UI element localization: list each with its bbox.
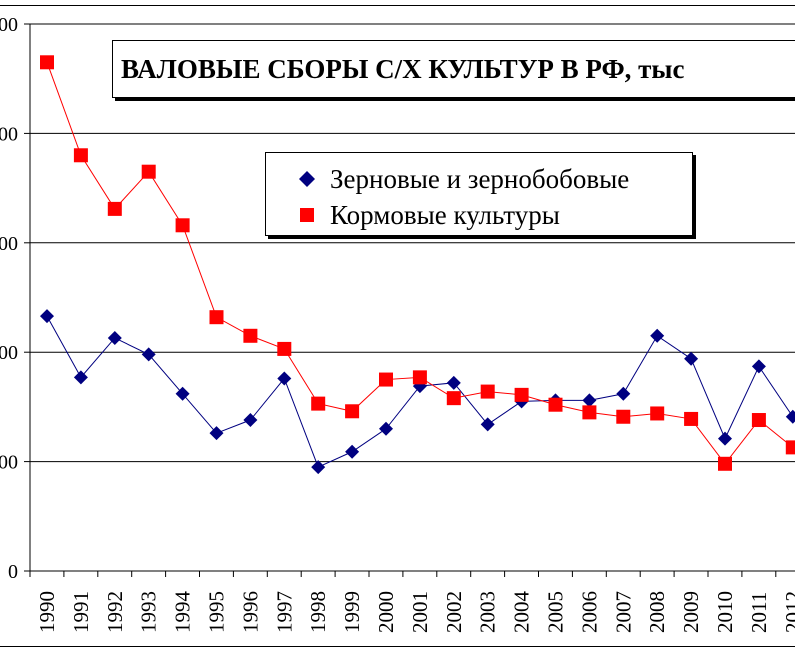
y-tick-label: 150000 — [0, 233, 18, 255]
x-tick-label: 2005 — [544, 591, 568, 633]
x-tick-label: 2004 — [510, 591, 534, 634]
legend-item-feed: Кормовые культуры — [296, 197, 560, 233]
data-point-square — [243, 328, 258, 343]
x-tick-label: 2000 — [374, 591, 398, 633]
data-point-square — [548, 397, 563, 412]
data-point-square — [175, 218, 190, 233]
data-point-diamond — [650, 328, 665, 343]
x-tick-label: 1990 — [35, 591, 59, 633]
y-tick-label: 250000 — [0, 14, 18, 36]
legend: Зерновые и зернобобовые Кормовые культур… — [265, 152, 693, 236]
x-tick-label: 2008 — [645, 591, 669, 633]
x-tick-label: 1996 — [238, 591, 262, 633]
data-point-diamond — [277, 371, 292, 386]
legend-label: Кормовые культуры — [330, 200, 560, 230]
data-point-square — [582, 405, 597, 420]
x-tick-label: 1999 — [340, 591, 364, 633]
chart-frame — [0, 5, 795, 647]
x-tick-label: 2007 — [611, 591, 635, 633]
data-point-diamond — [684, 351, 699, 366]
data-point-square — [345, 404, 360, 419]
data-point-diamond — [345, 444, 360, 459]
data-point-square — [480, 384, 495, 399]
data-point-diamond — [107, 330, 122, 345]
data-point-square — [277, 341, 292, 356]
data-point-square — [616, 409, 631, 424]
x-tick-label: 2002 — [442, 591, 466, 633]
data-point-square — [718, 456, 732, 471]
x-tick-label: 2012 — [781, 591, 795, 633]
x-tick-label: 1992 — [103, 591, 127, 633]
x-tick-label: 1995 — [205, 591, 229, 633]
data-point-diamond — [141, 347, 156, 362]
y-tick-label: 0 — [8, 561, 18, 583]
data-point-square — [446, 391, 461, 406]
data-point-square — [73, 148, 88, 163]
y-tick-label: 50000 — [0, 452, 18, 474]
data-point-diamond — [480, 417, 495, 432]
x-tick-label: 1998 — [306, 591, 330, 633]
legend-item-grain: Зерновые и зернобобовые — [296, 161, 629, 197]
x-tick-label: 2011 — [747, 592, 771, 633]
x-tick-label: 1991 — [69, 591, 93, 633]
data-point-diamond — [446, 375, 461, 390]
data-point-square — [412, 370, 427, 385]
diamond-marker-icon — [299, 171, 315, 187]
data-point-diamond — [209, 426, 224, 441]
data-point-square — [650, 406, 665, 421]
y-tick-label: 200000 — [0, 123, 18, 145]
data-point-diamond — [40, 309, 54, 324]
x-tick-label: 2010 — [713, 591, 737, 633]
data-point-square — [311, 396, 326, 411]
data-point-diamond — [751, 359, 766, 374]
x-tick-label: 2003 — [476, 591, 500, 633]
x-tick-label: 1993 — [137, 591, 161, 633]
legend-label: Зерновые и зернобобовые — [330, 164, 630, 194]
data-point-square — [379, 372, 393, 387]
data-point-square — [141, 164, 156, 179]
x-tick-label: 2006 — [577, 591, 601, 633]
x-tick-label: 1997 — [272, 591, 296, 633]
y-tick-label: 100000 — [0, 342, 18, 364]
data-point-square — [40, 55, 54, 70]
x-tick-label: 2001 — [408, 591, 432, 633]
chart-title: ВАЛОВЫЕ СБОРЫ С/Х КУЛЬТУР В РФ, тыс — [112, 40, 795, 98]
data-point-diamond — [73, 370, 88, 385]
data-point-diamond — [785, 409, 795, 424]
x-tick-label: 1994 — [171, 591, 195, 634]
data-point-diamond — [175, 386, 190, 401]
data-point-diamond — [311, 460, 326, 475]
data-point-square — [107, 201, 122, 216]
data-point-square — [209, 310, 224, 325]
x-tick-label: 2009 — [679, 591, 703, 633]
data-point-diamond — [379, 421, 393, 436]
data-point-diamond — [243, 413, 258, 428]
data-point-square — [751, 413, 766, 428]
data-point-diamond — [616, 386, 631, 401]
data-point-square — [684, 411, 699, 426]
data-point-square — [785, 440, 795, 455]
data-point-square — [514, 387, 529, 402]
square-marker-icon — [300, 208, 314, 222]
series-line — [46, 62, 794, 465]
data-point-diamond — [582, 393, 597, 408]
data-point-diamond — [718, 431, 732, 446]
